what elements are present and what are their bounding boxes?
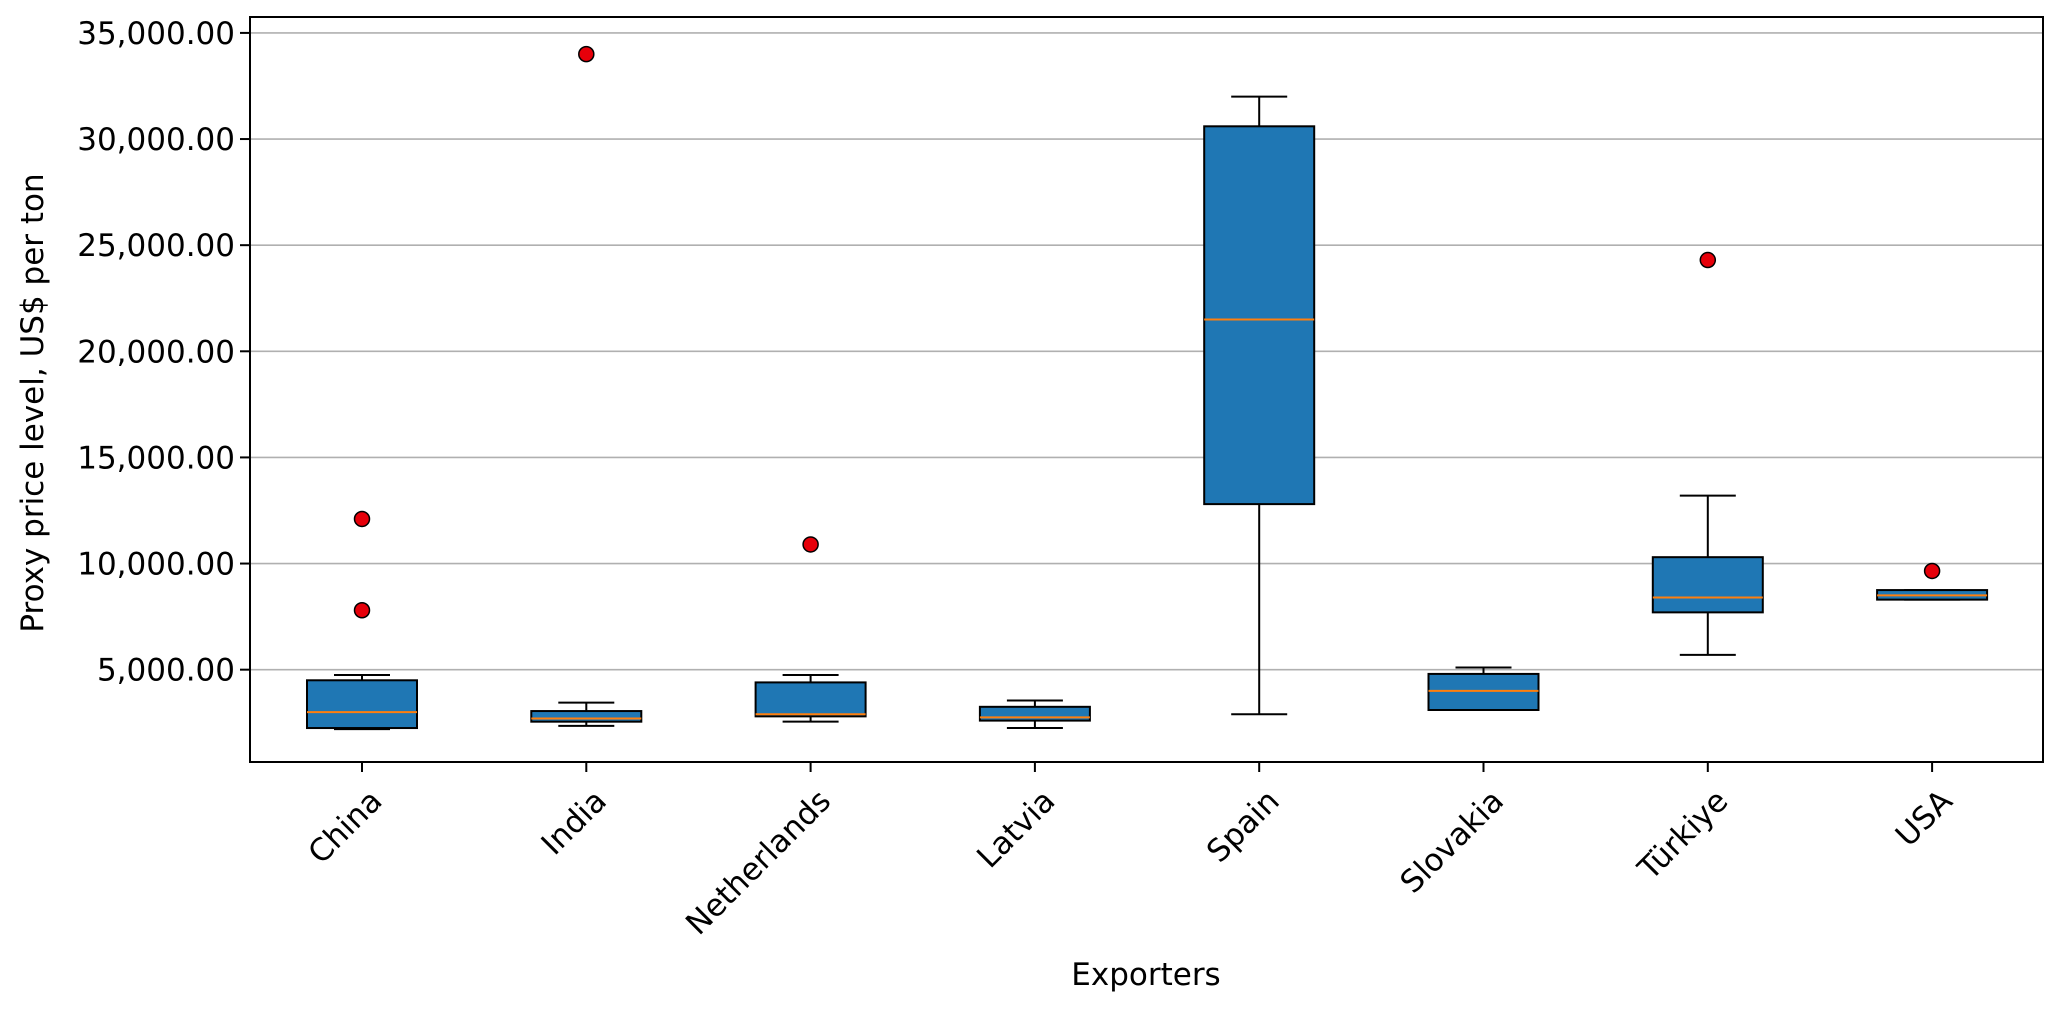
box-iqr [306,679,418,730]
y-axis-ticks: 5,000.00 10,000.00 15,000.00 20,000.00 25,00… [77,16,250,689]
gridlines [250,32,2043,671]
box-spain [1203,95,1316,716]
x-tick-label: Spain [1200,783,1287,870]
box-latvia [978,699,1091,730]
box-iqr [1203,125,1316,506]
outlier-point [353,510,371,528]
box-iqr [530,710,643,723]
x-tick-label: Türkiye [1631,783,1736,888]
y-tick-label: 20,000.00 [77,334,235,370]
box-usa [1876,562,1989,601]
x-tick-label: USA [1889,783,1960,854]
y-tick-label: 15,000.00 [77,440,235,476]
box-india [530,45,643,727]
x-tick-label: Latvia [970,783,1062,875]
box-slovakia [1427,666,1540,711]
x-axis-ticks: China India Netherlands Latvia Spain Slovakia… [301,762,1960,942]
x-tick-label: India [535,783,614,862]
box-iqr [1427,672,1540,711]
y-tick-label: 10,000.00 [77,547,235,583]
y-tick-label: 25,000.00 [77,228,235,264]
box-iqr [978,705,1091,722]
box-china [306,510,418,731]
x-tick-label: China [301,783,389,871]
outlier-point [802,536,819,553]
x-tick-label: Netherlands [679,783,838,942]
x-axis-title: Exporters [1071,957,1220,993]
box-iqr [754,681,867,718]
y-axis-title: Proxy price level, US$ per ton [15,173,51,632]
y-tick-label: 30,000.00 [77,122,235,158]
outlier-point [1699,251,1717,269]
y-tick-label: 35,000.00 [77,16,235,52]
box-iqr [1651,556,1764,614]
outlier-point [1923,562,1941,580]
boxes-layer [306,45,1989,731]
box-netherlands [754,536,867,723]
x-tick-label: Slovakia [1393,783,1511,901]
box-türkiye [1651,251,1764,656]
plot-frame [249,16,2044,763]
y-tick-label: 5,000.00 [97,653,235,689]
outlier-point [353,601,371,619]
outlier-point [578,45,595,63]
